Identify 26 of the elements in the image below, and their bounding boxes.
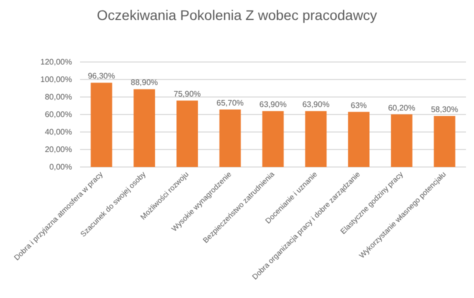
data-label: 63,90% — [302, 100, 330, 110]
chart-title: Oczekiwania Pokolenia Z wobec pracodawcy — [96, 7, 378, 23]
bar — [219, 110, 241, 167]
bar — [305, 111, 327, 167]
y-tick-label: 100,00% — [40, 75, 72, 84]
bar — [434, 116, 456, 167]
bar — [262, 111, 284, 167]
y-tick-label: 120,00% — [40, 58, 72, 67]
data-label: 65,70% — [216, 98, 244, 108]
data-label: 88,90% — [130, 78, 158, 88]
data-label: 60,20% — [388, 103, 416, 112]
data-label: 63,90% — [259, 100, 287, 110]
bar — [134, 89, 156, 167]
data-label: 63% — [350, 100, 367, 110]
data-label: 58,30% — [430, 104, 458, 114]
bar — [176, 100, 198, 167]
data-label: 96,30% — [88, 72, 116, 81]
data-label: 75,90% — [174, 90, 201, 99]
y-tick-label: 0,00% — [49, 162, 72, 172]
bar — [348, 112, 370, 167]
bar — [90, 82, 112, 167]
y-tick-label: 20,00% — [44, 145, 72, 154]
y-tick-label: 40,00% — [44, 128, 72, 137]
y-tick-label: 80,00% — [44, 92, 72, 102]
y-tick-label: 60,00% — [44, 110, 72, 120]
bar — [390, 114, 412, 167]
